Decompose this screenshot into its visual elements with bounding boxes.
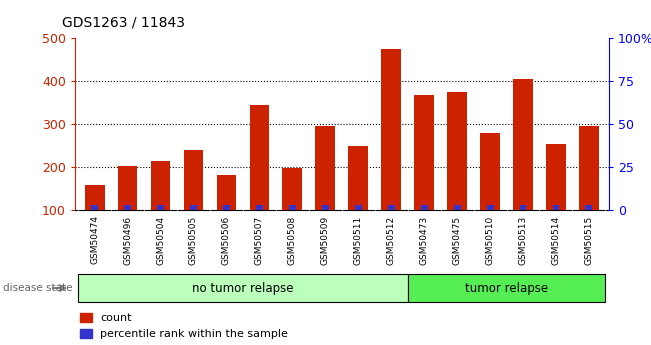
Bar bbox=[388, 205, 395, 210]
Bar bbox=[513, 79, 533, 210]
Bar bbox=[585, 205, 592, 210]
Bar bbox=[480, 133, 500, 210]
Bar bbox=[190, 205, 197, 210]
Bar bbox=[546, 145, 566, 210]
Text: GSM50474: GSM50474 bbox=[90, 215, 99, 264]
Bar bbox=[184, 150, 203, 210]
FancyBboxPatch shape bbox=[78, 274, 408, 302]
Bar bbox=[355, 205, 362, 210]
Bar bbox=[316, 126, 335, 210]
Bar bbox=[579, 126, 599, 210]
Text: GDS1263 / 11843: GDS1263 / 11843 bbox=[62, 16, 185, 30]
Bar bbox=[322, 205, 329, 210]
Text: GSM50473: GSM50473 bbox=[420, 215, 428, 265]
Bar bbox=[447, 92, 467, 210]
Bar bbox=[414, 95, 434, 210]
Bar bbox=[289, 205, 296, 210]
Text: GSM50504: GSM50504 bbox=[156, 215, 165, 265]
Bar bbox=[150, 161, 171, 210]
Text: no tumor relapse: no tumor relapse bbox=[192, 282, 294, 295]
Text: GSM50510: GSM50510 bbox=[486, 215, 495, 265]
Bar bbox=[454, 205, 460, 210]
Text: GSM50496: GSM50496 bbox=[123, 215, 132, 265]
Bar bbox=[256, 205, 263, 210]
Text: GSM50509: GSM50509 bbox=[321, 215, 330, 265]
Text: GSM50513: GSM50513 bbox=[518, 215, 527, 265]
Text: GSM50508: GSM50508 bbox=[288, 215, 297, 265]
Text: GSM50515: GSM50515 bbox=[585, 215, 594, 265]
Bar bbox=[519, 205, 527, 210]
Bar bbox=[223, 205, 230, 210]
Legend: count, percentile rank within the sample: count, percentile rank within the sample bbox=[81, 313, 288, 339]
FancyBboxPatch shape bbox=[408, 274, 605, 302]
Text: disease state: disease state bbox=[3, 283, 73, 293]
Text: GSM50506: GSM50506 bbox=[222, 215, 231, 265]
Bar bbox=[486, 205, 493, 210]
Text: GSM50475: GSM50475 bbox=[452, 215, 462, 265]
Text: GSM50514: GSM50514 bbox=[551, 215, 561, 265]
Text: GSM50505: GSM50505 bbox=[189, 215, 198, 265]
Bar bbox=[91, 205, 98, 210]
Text: GSM50512: GSM50512 bbox=[387, 215, 396, 265]
Bar bbox=[283, 168, 302, 210]
Bar bbox=[118, 166, 137, 210]
Bar bbox=[381, 49, 401, 210]
Text: GSM50511: GSM50511 bbox=[353, 215, 363, 265]
Text: GSM50507: GSM50507 bbox=[255, 215, 264, 265]
Bar bbox=[249, 105, 270, 210]
Bar bbox=[124, 205, 131, 210]
Bar bbox=[421, 205, 428, 210]
Bar bbox=[85, 185, 105, 210]
Bar bbox=[157, 205, 164, 210]
Bar bbox=[217, 175, 236, 210]
Text: tumor relapse: tumor relapse bbox=[465, 282, 548, 295]
Bar bbox=[553, 205, 559, 210]
Bar bbox=[348, 146, 368, 210]
